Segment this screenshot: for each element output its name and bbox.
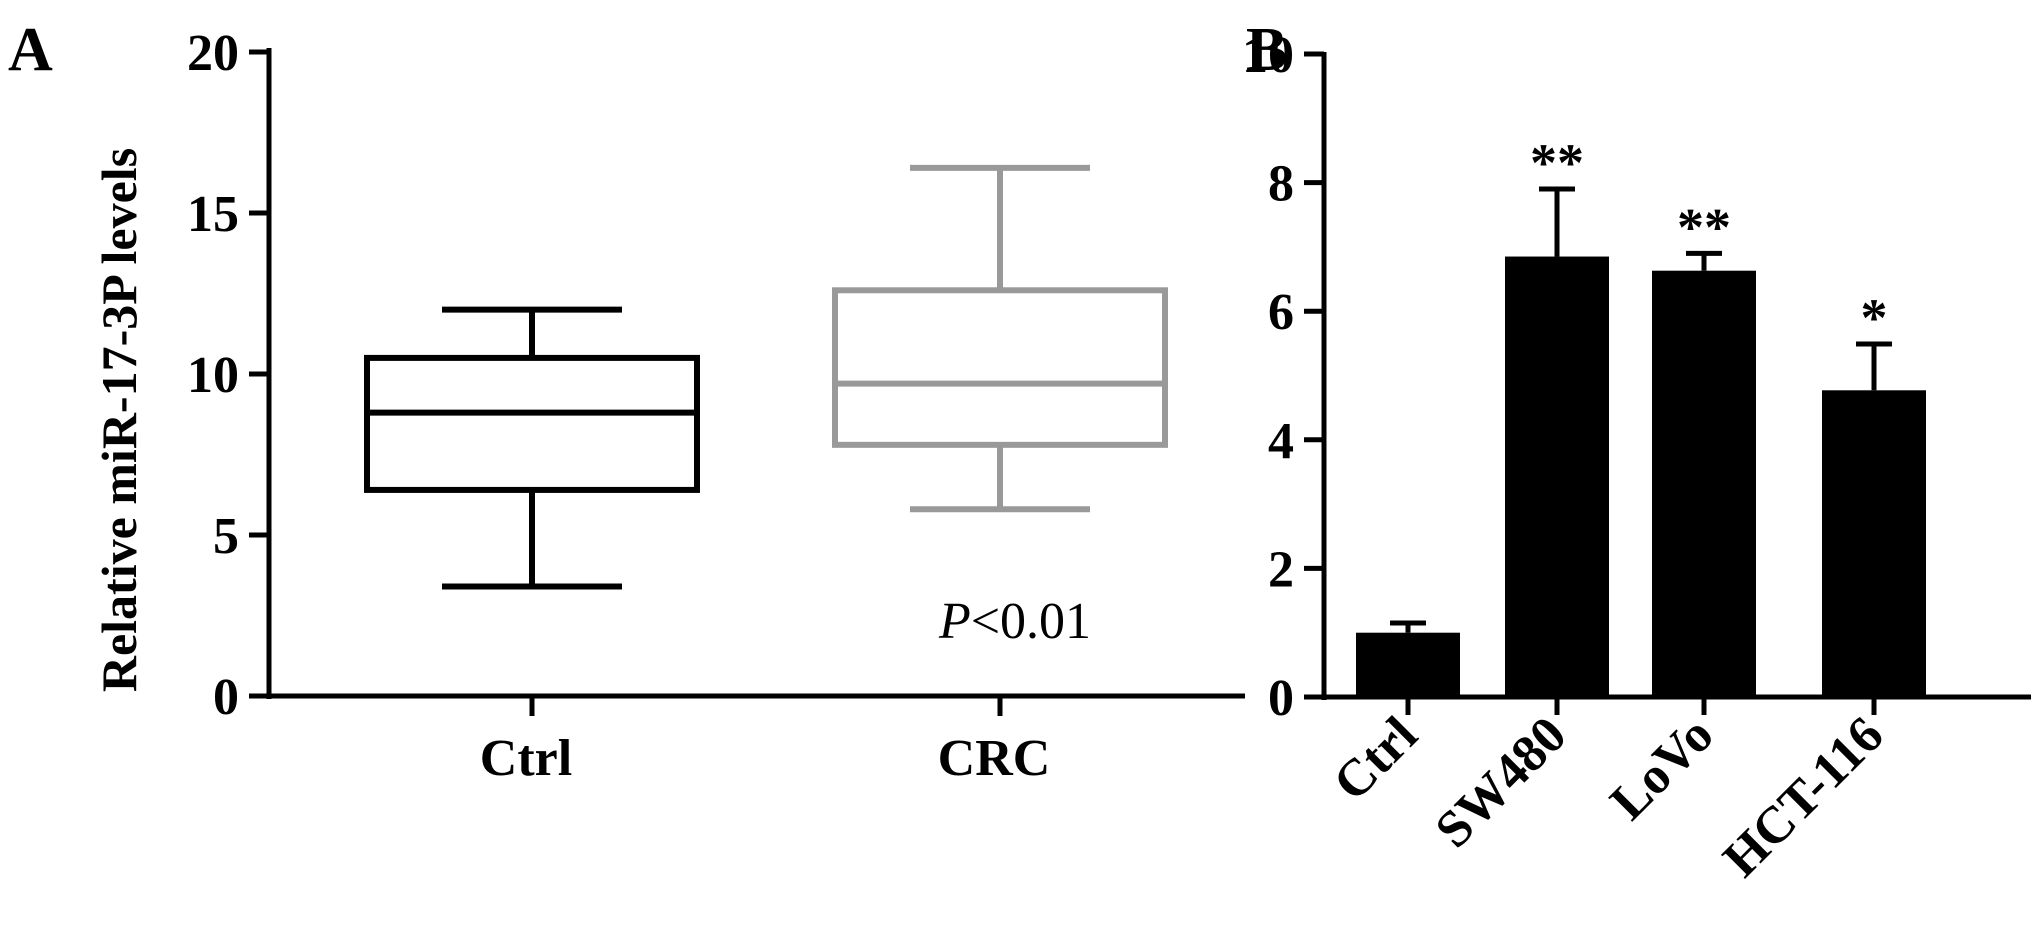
y-tick-label: 5 (213, 508, 239, 565)
bar (1652, 270, 1756, 697)
y-tick-label-b: 4 (1268, 413, 1294, 470)
panel-a: A Relative miR-17-3P levels 0 5 10 15 20 Ctr… (8, 16, 1245, 787)
y-tick-label-b: 0 (1268, 670, 1294, 727)
iqr-box (364, 354, 700, 493)
bar-group-sw480: ** (1505, 133, 1609, 697)
y-tick-label: 10 (187, 347, 239, 404)
iqr-box (832, 287, 1168, 448)
x-category-label-b: LoVo (1600, 706, 1725, 831)
p-threshold: <0.01 (971, 593, 1091, 650)
y-tick-label-b: 10 (1242, 27, 1294, 84)
significance-marker: * (1861, 288, 1888, 348)
x-category-label-b: Ctrl (1323, 706, 1429, 812)
y-tick-label-b: 6 (1268, 284, 1294, 341)
bar-group-hct-116: * (1822, 288, 1926, 697)
y-tick-label: 0 (213, 669, 239, 726)
y-tick-label: 15 (187, 186, 239, 243)
x-category-label: Ctrl (480, 730, 572, 787)
p-value-annotation: P<0.01 (938, 593, 1091, 650)
bar (1822, 390, 1926, 697)
bar (1356, 632, 1460, 697)
panel-letter-a: A (8, 16, 53, 84)
y-tick-label-b: 8 (1268, 156, 1294, 213)
bar-group-lovo: ** (1652, 197, 1756, 697)
y-tick-label-b: 2 (1268, 541, 1294, 598)
box-ctrl (364, 306, 700, 590)
p-symbol: P (938, 593, 971, 650)
y-axis-label: Relative miR-17-3P levels (91, 148, 147, 692)
bar-group-ctrl (1356, 620, 1460, 697)
x-category-label-b: SW480 (1425, 706, 1578, 859)
box-crc (832, 164, 1168, 513)
bar (1505, 256, 1609, 697)
y-tick-label: 20 (187, 25, 239, 82)
significance-marker: ** (1530, 133, 1584, 193)
x-category-label-b: HCT-116 (1713, 706, 1895, 888)
panel-letter-b: B (1246, 16, 1287, 84)
significance-marker: ** (1677, 197, 1731, 257)
x-category-label: CRC (938, 730, 1051, 787)
